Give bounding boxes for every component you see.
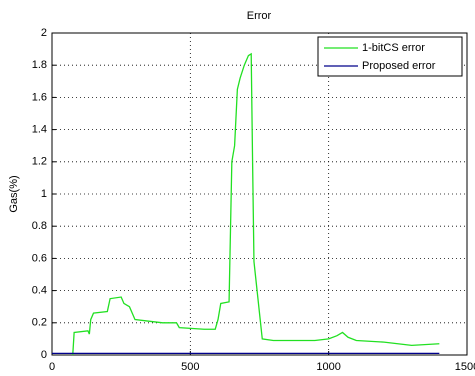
y-tick-label: 0.4 xyxy=(32,285,47,297)
x-tick-label: 0 xyxy=(49,361,55,373)
y-tick-label: 1.2 xyxy=(32,156,47,168)
chart-title: Error xyxy=(247,10,272,22)
legend-label: Proposed error xyxy=(362,60,436,72)
x-tick-label: 1000 xyxy=(316,361,340,373)
y-tick-label: 0 xyxy=(41,349,47,361)
y-tick-label: 1.6 xyxy=(32,91,47,103)
y-tick-label: 1 xyxy=(41,188,47,200)
y-axis-label: Gas(%) xyxy=(8,175,20,212)
y-tick-label: 0.6 xyxy=(32,252,47,264)
y-tick-label: 0.8 xyxy=(32,220,47,232)
y-tick-label: 0.2 xyxy=(32,317,47,329)
legend-label: 1-bitCS error xyxy=(362,42,425,54)
y-tick-label: 1.4 xyxy=(32,124,47,136)
plot-area xyxy=(51,32,468,356)
y-tick-label: 1.8 xyxy=(32,59,47,71)
y-tick-label: 2 xyxy=(41,27,47,39)
x-tick-label: 500 xyxy=(181,361,199,373)
series-line xyxy=(72,52,440,356)
x-tick-label: 1500 xyxy=(455,361,475,373)
legend-box xyxy=(317,36,463,77)
